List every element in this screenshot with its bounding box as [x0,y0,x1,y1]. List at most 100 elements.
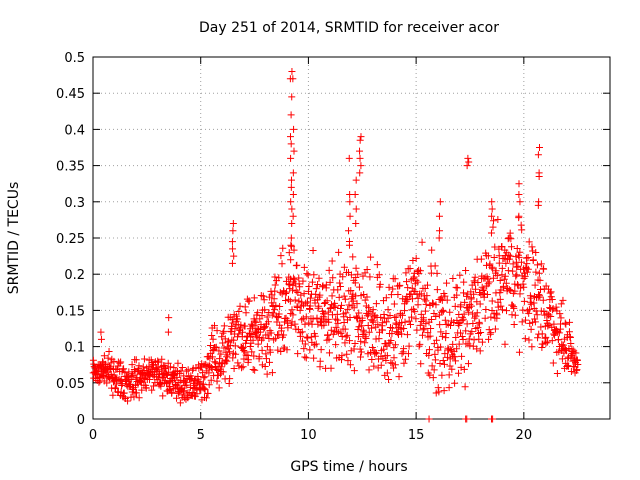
data-point [334,319,342,327]
data-point [401,307,409,315]
data-point [418,238,426,246]
data-point [515,348,523,356]
data-point [347,287,355,295]
data-point [398,330,406,338]
data-point [382,294,390,302]
data-point [346,212,354,220]
data-point [272,301,280,309]
data-point [161,365,169,373]
data-point [404,350,412,358]
data-point [305,282,313,290]
data-point [306,302,314,310]
data-point [267,329,275,337]
data-point [343,331,351,339]
data-point [237,321,245,329]
data-point [566,333,574,341]
data-point [275,310,283,318]
data-point [391,361,399,369]
data-point [421,295,429,303]
data-point [467,302,475,310]
data-point [503,307,511,315]
data-point [316,291,324,299]
data-point [252,332,260,340]
data-point [534,201,542,209]
data-point [326,278,334,286]
data-point [222,356,230,364]
data-point [352,264,360,272]
data-point [229,354,237,362]
data-point [546,289,554,297]
data-point [516,290,524,298]
data-point [178,364,186,372]
data-point [135,394,143,402]
data-point [240,347,248,355]
data-point [289,311,297,319]
data-point [159,392,167,400]
data-point [566,334,574,342]
data-point [453,345,461,353]
data-point [287,234,295,242]
data-point [117,358,125,366]
data-point [336,282,344,290]
data-point [229,245,237,253]
data-point [449,274,457,282]
data-point [388,359,396,367]
data-point [266,348,274,356]
data-point [220,322,228,330]
x-tick-label: 5 [197,428,205,443]
data-point [268,291,276,299]
data-point [291,320,299,328]
data-point [278,260,286,268]
data-point [300,290,308,298]
data-point [439,307,447,315]
data-point [242,309,250,317]
data-point [436,198,444,206]
data-point [474,278,482,286]
data-point [336,279,344,287]
data-point [419,326,427,334]
data-point [539,296,547,304]
data-point [459,315,467,323]
data-point [241,303,249,311]
data-point [386,323,394,331]
data-point [120,389,128,397]
data-point [201,373,209,381]
data-point [285,280,293,288]
data-point [488,205,496,213]
data-point [487,313,495,321]
data-point [298,316,306,324]
data-point [488,263,496,271]
data-point [405,342,413,350]
data-point [299,277,307,285]
data-point [469,319,477,327]
data-point [498,264,506,272]
data-point [287,183,295,191]
data-point [361,339,369,347]
data-point [433,269,441,277]
data-point [231,325,239,333]
data-point [313,314,321,322]
data-point [328,292,336,300]
data-point [346,314,354,322]
data-point [287,140,295,148]
data-point [346,198,354,206]
data-point [423,292,431,300]
data-point [216,355,224,363]
data-point [274,314,282,322]
data-point [476,320,484,328]
data-point [557,314,565,322]
data-point [358,314,366,322]
data-point [519,306,527,314]
data-point [317,346,325,354]
data-point [303,270,311,278]
data-point [545,311,553,319]
data-point [228,238,236,246]
data-point [324,308,332,316]
data-point [400,324,408,332]
data-point [550,320,558,328]
data-point [346,361,354,369]
data-point [379,326,387,334]
data-point [309,246,317,254]
data-point [263,313,271,321]
data-point [166,363,174,371]
